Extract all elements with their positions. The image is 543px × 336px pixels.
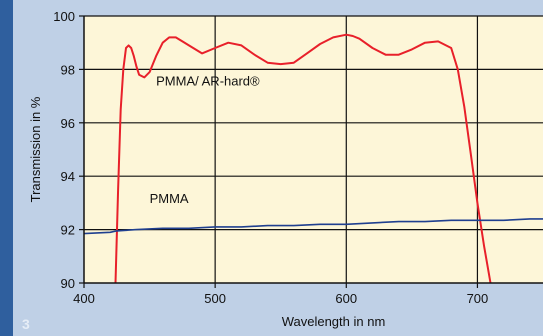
series-line-pmma	[83, 218, 543, 235]
left-color-strip	[0, 0, 13, 336]
tick-labels: 90 92 94 96 98 100 400 500 600 700	[53, 9, 488, 306]
x-tick-label: 400	[73, 291, 95, 306]
series-annotation: PMMA	[150, 191, 189, 206]
y-tick-label: 98	[61, 62, 75, 77]
y-tick-label: 90	[61, 276, 75, 291]
y-axis-label: Transmission in %	[28, 96, 43, 202]
y-tick-label: 100	[53, 9, 75, 24]
plot-area	[84, 16, 543, 283]
y-tick-label: 96	[61, 116, 75, 131]
y-tick-label: 94	[61, 169, 75, 184]
annotations: PMMA/ AR-hard® PMMA	[150, 73, 260, 205]
y-tick-label: 92	[61, 223, 75, 238]
series-annotation: PMMA/ AR-hard®	[156, 73, 260, 88]
axes	[79, 15, 543, 288]
x-axis-label: Wavelength in nm	[282, 314, 386, 329]
x-tick-label: 500	[204, 291, 226, 306]
page-number: 3	[22, 316, 30, 332]
x-tick-label: 600	[335, 291, 357, 306]
series-group	[83, 33, 543, 284]
x-tick-label: 700	[467, 291, 489, 306]
series-line-pmma-ar-hard	[114, 33, 492, 284]
